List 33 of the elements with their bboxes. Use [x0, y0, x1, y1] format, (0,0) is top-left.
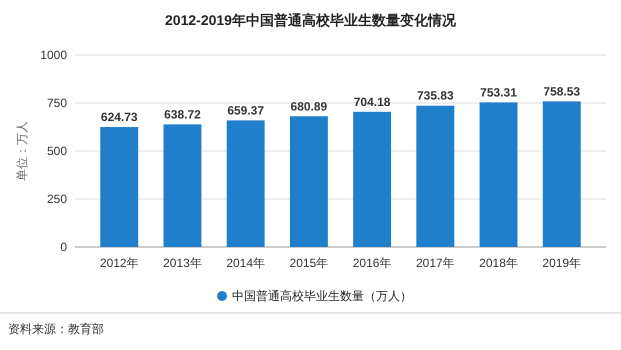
legend-label: 中国普通高校毕业生数量（万人）	[232, 289, 412, 303]
data-label: 758.53	[543, 84, 580, 98]
x-tick-label: 2016年	[352, 256, 392, 270]
chart-title: 2012-2019年中国普通高校毕业生数量变化情况	[165, 12, 457, 28]
x-tick-label: 2017年	[416, 256, 455, 270]
y-tick-label: 0	[60, 240, 68, 254]
bar	[290, 116, 328, 247]
data-label: 735.83	[416, 88, 454, 103]
bar	[100, 127, 138, 247]
bar	[226, 120, 265, 247]
y-axis-title: 单位：万人	[15, 121, 29, 181]
x-tick-label: 2012年	[100, 256, 139, 270]
x-tick-label: 2013年	[163, 256, 202, 270]
y-tick-label: 1000	[40, 48, 68, 62]
data-label: 638.72	[164, 107, 202, 122]
x-tick-label: 2018年	[479, 256, 518, 270]
y-tick-label: 500	[46, 144, 68, 158]
bar	[416, 106, 454, 247]
data-label: 659.37	[227, 103, 264, 118]
bar	[480, 102, 518, 247]
data-label: 753.31	[480, 85, 518, 100]
y-tick-label: 250	[46, 192, 68, 206]
text: 资料来源：教育部	[8, 322, 104, 336]
bar	[164, 124, 202, 247]
x-tick-label: 2014年	[226, 256, 266, 270]
x-tick-label: 2015年	[290, 256, 328, 270]
data-label: 680.89	[290, 99, 328, 114]
bar	[542, 101, 581, 247]
data-label: 704.18	[354, 94, 391, 109]
x-tick-label: 2019年	[542, 256, 582, 270]
bar	[353, 112, 392, 247]
y-tick-label: 750	[46, 96, 68, 110]
data-label: 624.73	[100, 110, 138, 124]
